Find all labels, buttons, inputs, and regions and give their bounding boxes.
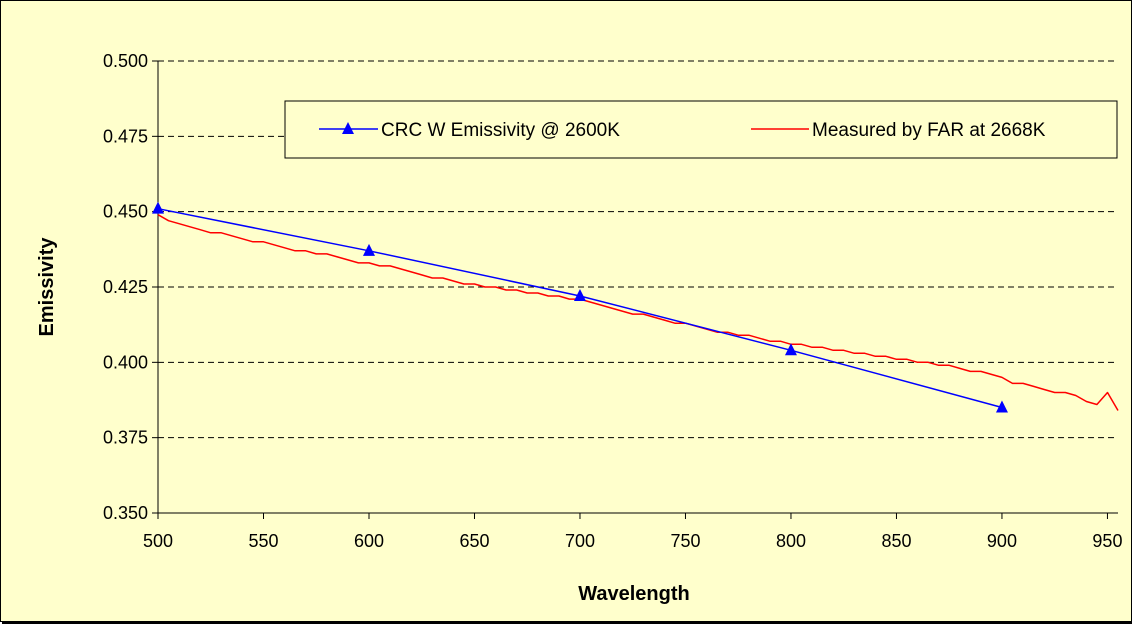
- legend-marker-crc: [342, 122, 354, 134]
- x-tick-label: 700: [565, 531, 595, 551]
- x-tick-label: 750: [670, 531, 700, 551]
- x-tick-label: 850: [881, 531, 911, 551]
- data-point-crc: [995, 400, 1008, 413]
- x-ticks: 500 550 600 650 700 750 800 850 900 950: [143, 513, 1122, 551]
- data-point-crc: [573, 289, 586, 302]
- legend-label-crc: CRC W Emissivity @ 2600K: [381, 120, 620, 141]
- data-point-crc: [784, 343, 797, 356]
- x-tick-label: 600: [354, 531, 384, 551]
- y-tick-label: 0.350: [103, 503, 148, 523]
- x-axis-label: Wavelength: [578, 583, 690, 605]
- y-tick-label: 0.500: [103, 51, 148, 71]
- y-tick-label: 0.400: [103, 352, 148, 372]
- y-tick-label: 0.375: [103, 428, 148, 448]
- legend-label-far: Measured by FAR at 2668K: [812, 120, 1046, 141]
- legend: CRC W Emissivity @ 2600K Measured by FAR…: [284, 100, 1118, 159]
- data-point-crc: [362, 243, 375, 256]
- x-tick-label: 900: [987, 531, 1017, 551]
- series-line-measured-far: [157, 214, 1119, 411]
- series: [152, 201, 1119, 413]
- y-tick-label: 0.425: [103, 277, 148, 297]
- x-tick-label: 500: [143, 531, 173, 551]
- legend-box: [284, 100, 1118, 159]
- x-tick-label: 950: [1092, 531, 1122, 551]
- series-line-crc: [157, 207, 1003, 409]
- y-tick-label: 0.450: [103, 202, 148, 222]
- y-axis-label: Emissivity: [36, 237, 58, 337]
- data-point-crc: [152, 201, 164, 214]
- x-tick-label: 550: [248, 531, 278, 551]
- x-tick-label: 650: [459, 531, 489, 551]
- y-tick-label: 0.475: [103, 126, 148, 146]
- x-tick-label: 800: [776, 531, 806, 551]
- y-ticks: 0.350 0.375 0.400 0.425 0.450 0.475 0.500: [103, 51, 158, 523]
